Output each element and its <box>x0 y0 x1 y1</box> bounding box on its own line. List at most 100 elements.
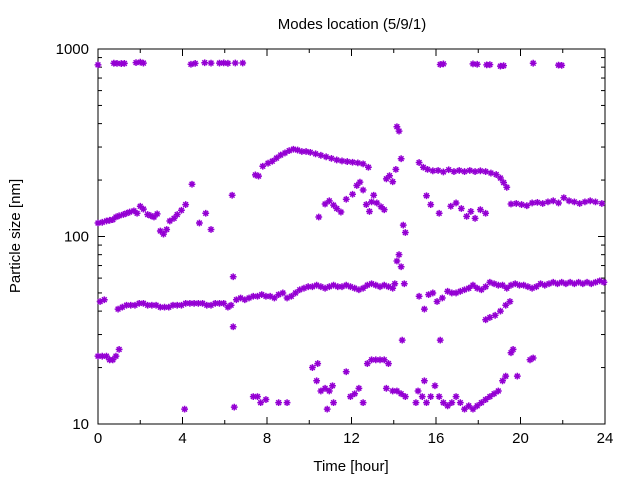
data-point <box>439 60 447 68</box>
data-point <box>457 205 465 212</box>
plot-frame <box>97 48 606 425</box>
data-point <box>389 387 397 395</box>
data-point <box>342 368 350 376</box>
data-point <box>103 352 110 360</box>
x-tick-label: 20 <box>512 430 529 447</box>
data-point <box>275 399 283 407</box>
data-point <box>461 168 468 175</box>
data-point <box>365 163 372 171</box>
data-point <box>294 146 302 154</box>
data-point <box>448 289 456 297</box>
data-point <box>166 217 174 225</box>
data-point <box>435 209 443 217</box>
data-point <box>333 156 341 164</box>
data-point <box>452 289 460 297</box>
data-point <box>230 403 238 411</box>
data-point <box>424 165 431 173</box>
data-point <box>333 205 341 212</box>
data-point <box>227 301 235 309</box>
data-point <box>497 307 504 315</box>
data-point <box>420 305 428 313</box>
data-point <box>115 345 123 353</box>
data-point <box>382 175 390 183</box>
data-point <box>355 384 363 392</box>
data-point <box>313 281 321 289</box>
data-point <box>541 281 549 289</box>
data-point <box>228 191 236 199</box>
data-point <box>506 298 514 305</box>
data-point <box>112 352 120 360</box>
x-tick-label: 12 <box>343 430 360 447</box>
data-point <box>447 202 455 210</box>
data-point <box>123 301 130 309</box>
data-point <box>304 283 312 291</box>
data-point <box>397 263 405 271</box>
data-point <box>526 356 534 364</box>
data-point <box>486 314 494 321</box>
data-point <box>355 286 363 294</box>
data-point <box>518 201 525 208</box>
data-point <box>534 199 541 206</box>
data-point <box>114 305 122 313</box>
data-point <box>512 200 520 207</box>
data-point <box>420 377 428 385</box>
data-point <box>224 303 232 311</box>
data-point <box>444 287 452 295</box>
data-point <box>397 390 405 398</box>
data-point <box>461 286 468 294</box>
data-point <box>343 158 351 165</box>
data-point <box>285 147 293 155</box>
data-point <box>136 202 144 210</box>
data-point <box>207 301 215 309</box>
data-point <box>354 159 362 167</box>
data-point <box>118 303 126 311</box>
data-point <box>592 198 599 206</box>
x-tick-label: 4 <box>178 430 186 447</box>
data-point <box>401 229 409 236</box>
data-point <box>283 294 291 302</box>
data-point <box>325 283 333 291</box>
data-point <box>229 273 237 281</box>
data-point <box>249 393 257 401</box>
data-point <box>486 278 494 286</box>
data-point <box>520 281 528 289</box>
data-point <box>270 294 278 302</box>
data-point <box>342 281 350 289</box>
data-point <box>368 198 375 206</box>
data-point <box>313 377 321 385</box>
data-point <box>539 200 547 207</box>
data-point <box>306 148 314 156</box>
data-point <box>317 387 325 395</box>
data-point <box>115 212 123 220</box>
data-point <box>529 59 537 67</box>
data-point <box>300 284 308 292</box>
data-point <box>456 287 464 295</box>
data-point <box>186 299 194 307</box>
data-point <box>583 278 591 286</box>
data-point <box>266 292 274 300</box>
data-point <box>322 153 330 161</box>
data-point <box>372 356 380 364</box>
data-point <box>509 345 517 353</box>
data-point <box>351 284 359 292</box>
data-point <box>292 289 299 297</box>
data-point <box>199 299 206 307</box>
data-point <box>359 186 367 194</box>
data-point <box>330 281 337 289</box>
axes: 0 4 8 12 16 20 24 10 100 1000 <box>56 41 614 447</box>
data-point <box>317 151 325 159</box>
data-point <box>211 299 219 307</box>
data-point <box>207 226 215 233</box>
data-point <box>202 209 210 217</box>
data-point <box>220 299 228 307</box>
data-point <box>254 292 261 300</box>
data-point <box>562 280 570 288</box>
data-point <box>287 292 295 300</box>
data-point <box>560 194 568 202</box>
data-point <box>194 299 202 307</box>
data-point <box>397 155 405 163</box>
data-point <box>463 212 471 220</box>
data-point <box>363 360 371 367</box>
data-point <box>499 377 506 385</box>
data-point <box>439 399 447 407</box>
